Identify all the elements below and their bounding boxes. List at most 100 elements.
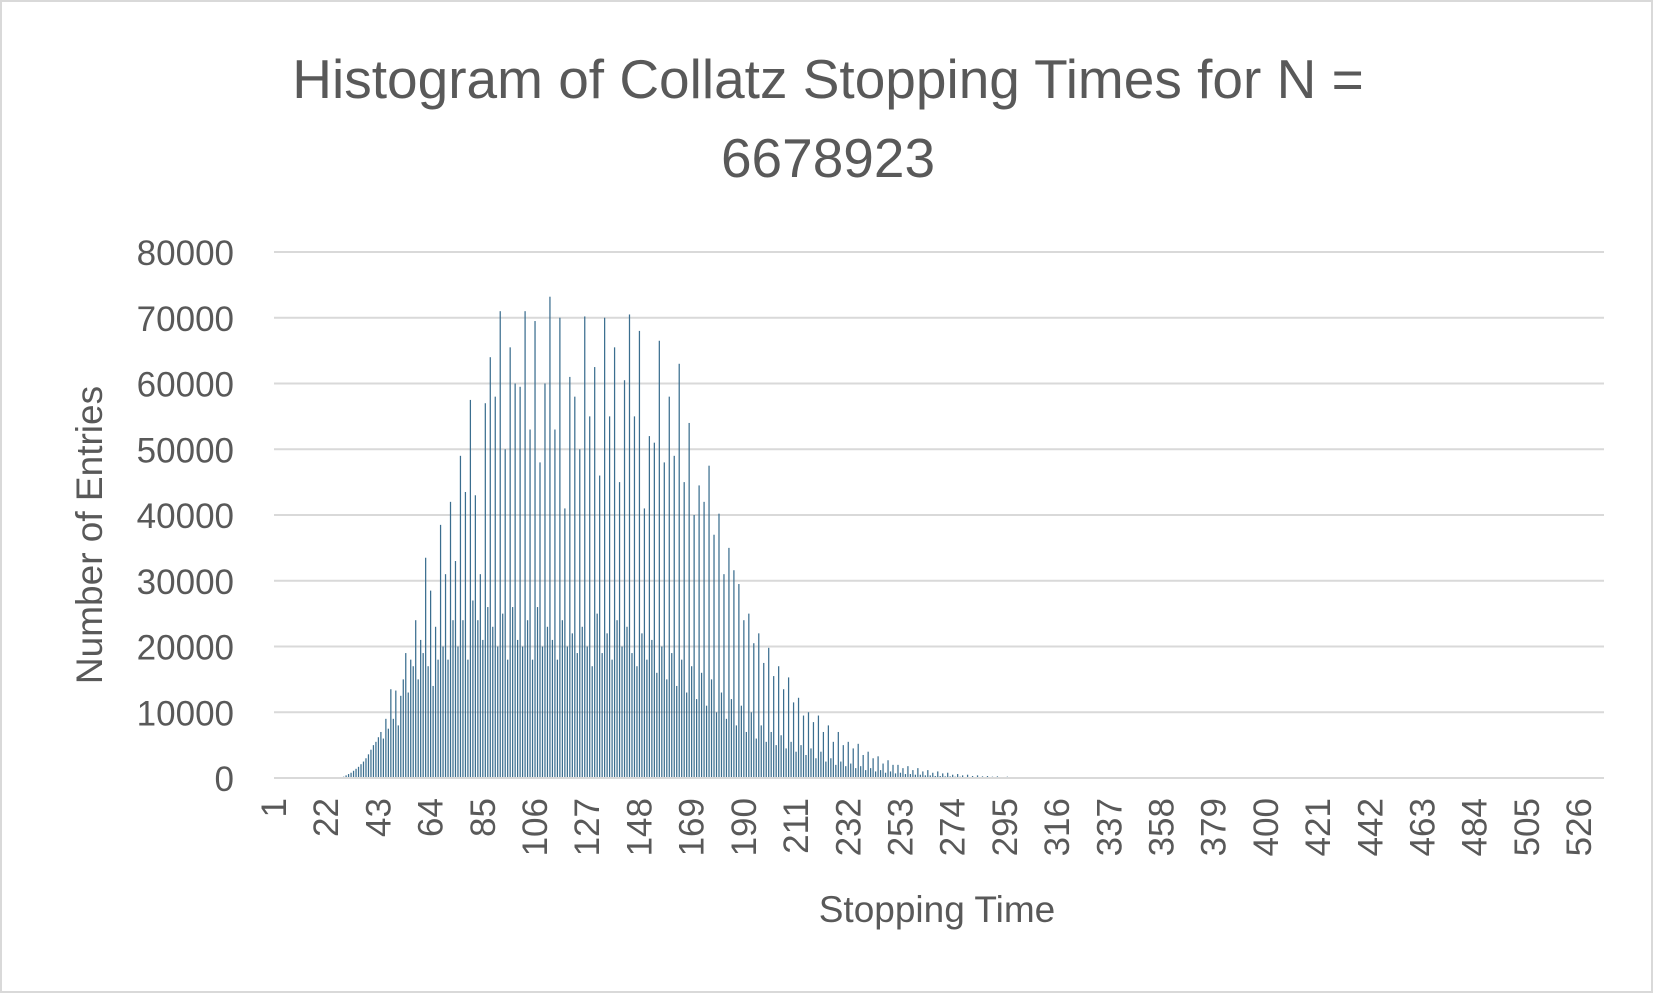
histogram-bar — [961, 775, 964, 778]
histogram-bar — [787, 677, 790, 778]
histogram-bar — [765, 741, 767, 778]
histogram-bar — [718, 513, 720, 778]
histogram-bar — [474, 495, 476, 778]
histogram-bar — [536, 607, 539, 778]
y-tick-label: 0 — [215, 760, 234, 799]
histogram-bar — [447, 659, 449, 778]
histogram-bar — [524, 311, 526, 778]
histogram-bar — [549, 296, 551, 778]
histogram-bar — [842, 745, 844, 778]
histogram-bar — [631, 653, 633, 778]
histogram-bar — [347, 774, 350, 778]
histogram-bar — [365, 758, 367, 778]
histogram-bar — [738, 584, 740, 778]
histogram-bar — [850, 763, 852, 778]
histogram-bar — [892, 764, 894, 778]
histogram-bar — [432, 685, 434, 778]
histogram-bar — [454, 561, 457, 778]
histogram-bar — [410, 659, 412, 778]
histogram-bar — [494, 396, 496, 778]
histogram-bar — [574, 396, 576, 778]
histogram-bar — [442, 646, 444, 778]
histogram-bar — [922, 771, 924, 778]
histogram-bar — [367, 754, 370, 778]
histogram-bar — [830, 758, 832, 778]
histogram-bar — [504, 449, 506, 778]
histogram-bar — [686, 692, 688, 778]
histogram-bar — [643, 508, 646, 778]
histogram-bar — [469, 399, 472, 778]
histogram-bar — [417, 679, 419, 778]
histogram-bar — [362, 761, 365, 778]
histogram-bar — [874, 771, 877, 778]
histogram-bar — [412, 666, 414, 778]
histogram-bars — [342, 296, 1183, 779]
x-tick-label: 463 — [1404, 798, 1443, 856]
y-axis-label: Number of Entries — [69, 386, 110, 684]
histogram-bar — [894, 773, 897, 778]
histogram-bar — [770, 731, 772, 778]
x-tick-label: 295 — [986, 798, 1025, 856]
histogram-bar — [628, 314, 631, 778]
histogram-bar — [815, 758, 817, 778]
histogram-bar — [773, 676, 775, 778]
histogram-bar — [397, 725, 399, 778]
histogram-bar — [596, 613, 598, 778]
histogram-bar — [904, 774, 907, 778]
histogram-bar — [681, 659, 683, 778]
histogram-bar — [780, 735, 782, 778]
histogram-bar — [599, 475, 601, 778]
histogram-bar — [492, 626, 494, 778]
histogram-bar — [569, 376, 571, 778]
histogram-bar — [429, 590, 432, 778]
y-tick-label: 30000 — [137, 563, 234, 602]
x-tick-label: 106 — [516, 798, 555, 856]
histogram-bar — [877, 756, 879, 778]
histogram-bar — [857, 743, 859, 778]
histogram-bar — [579, 449, 581, 778]
histogram-bar — [464, 491, 467, 778]
histogram-bar — [914, 774, 917, 778]
histogram-bar — [708, 465, 710, 778]
histogram-bar — [472, 600, 474, 778]
y-axis-ticks: 0 10000 20000 30000 40000 50000 60000 70000 8000… — [137, 234, 234, 799]
histogram-bar — [636, 666, 638, 778]
histogram-bar — [802, 715, 805, 778]
histogram-bar — [556, 659, 559, 778]
histogram-bar — [927, 770, 929, 778]
histogram-bar — [531, 659, 534, 778]
histogram-bar — [345, 775, 347, 778]
x-tick-label: 358 — [1142, 798, 1181, 856]
x-tick-label: 127 — [568, 798, 607, 856]
x-tick-label: 274 — [934, 798, 973, 856]
histogram-bar — [691, 666, 693, 778]
histogram-bar — [641, 633, 643, 778]
histogram-bar — [790, 741, 792, 778]
histogram-bar — [795, 751, 797, 778]
histogram-bar — [740, 705, 742, 778]
histogram-bar — [559, 317, 561, 778]
histogram-bar — [477, 620, 479, 778]
histogram-bar — [544, 383, 546, 778]
histogram-bar — [509, 347, 511, 778]
histogram-bar — [502, 613, 504, 778]
histogram-bar — [591, 666, 593, 778]
histogram-bar — [434, 626, 437, 778]
histogram-bar — [360, 764, 362, 778]
x-tick-label: 169 — [673, 798, 712, 856]
histogram-bar — [735, 725, 738, 778]
histogram-bar — [867, 751, 869, 778]
histogram-bar — [521, 646, 524, 778]
histogram-bar — [534, 321, 536, 778]
x-tick-label: 400 — [1247, 798, 1286, 856]
x-tick-label: 190 — [725, 798, 764, 856]
histogram-bar — [626, 626, 628, 778]
histogram-bar — [723, 574, 725, 778]
histogram-bar — [879, 770, 882, 778]
histogram-bar — [810, 748, 812, 778]
histogram-bar — [820, 751, 822, 778]
histogram-bar — [678, 363, 680, 778]
histogram-bar — [601, 653, 603, 778]
histogram-bar — [541, 646, 544, 778]
